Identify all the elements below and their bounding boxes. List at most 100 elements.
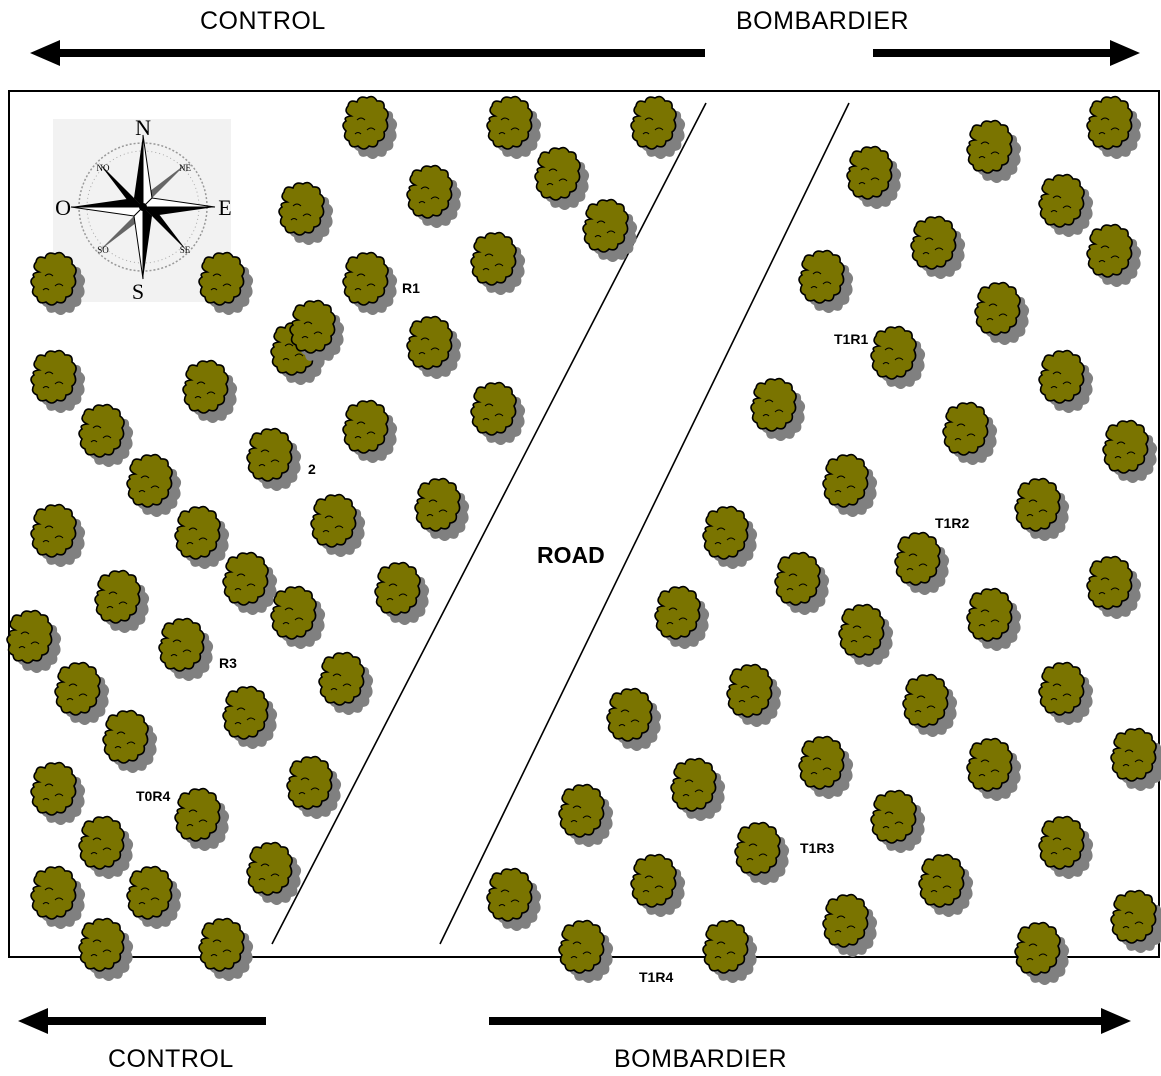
olive-tree-icon bbox=[270, 321, 326, 385]
olive-tree-icon bbox=[798, 735, 854, 799]
olive-tree-icon bbox=[342, 95, 398, 159]
olive-tree-icon bbox=[966, 119, 1022, 183]
road-edge-right bbox=[439, 102, 850, 945]
olive-tree-icon bbox=[1014, 477, 1070, 541]
olive-tree-icon bbox=[822, 453, 878, 517]
plot-label-t1r2: T1R2 bbox=[935, 515, 970, 531]
olive-tree-icon bbox=[670, 757, 726, 821]
olive-tree-icon bbox=[30, 251, 86, 315]
olive-tree-icon bbox=[1110, 727, 1161, 791]
compass-west: O bbox=[55, 195, 71, 220]
olive-tree-icon bbox=[486, 867, 542, 931]
compass-north: N bbox=[135, 115, 151, 140]
compass-rose-icon: N S E O NO NE SO SE bbox=[53, 115, 232, 304]
olive-tree-icon bbox=[414, 477, 470, 541]
olive-tree-icon bbox=[174, 505, 230, 569]
bottom-control-label: CONTROL bbox=[108, 1045, 234, 1073]
bottom-bombardier-label: BOMBARDIER bbox=[614, 1045, 788, 1073]
olive-tree-icon bbox=[198, 917, 254, 981]
plot-label-r1: R1 bbox=[402, 280, 420, 296]
olive-tree-icon bbox=[174, 787, 230, 851]
olive-tree-icon bbox=[94, 569, 150, 633]
olive-tree-icon bbox=[606, 687, 662, 751]
olive-tree-icon bbox=[1086, 95, 1142, 159]
olive-tree-icon bbox=[198, 251, 254, 315]
olive-tree-icon bbox=[470, 231, 526, 295]
top-control-label: CONTROL bbox=[200, 7, 326, 35]
olive-tree-icon bbox=[558, 783, 614, 847]
olive-tree-icon bbox=[702, 919, 758, 983]
olive-tree-icon bbox=[798, 249, 854, 313]
olive-tree-icon bbox=[246, 841, 302, 905]
olive-tree-icon bbox=[1038, 173, 1094, 237]
olive-tree-icon bbox=[734, 821, 790, 885]
olive-tree-icon bbox=[630, 95, 686, 159]
plot-label-t1r3: T1R3 bbox=[800, 840, 835, 856]
olive-tree-icon bbox=[654, 585, 710, 649]
compass-northeast: NE bbox=[179, 163, 191, 173]
olive-tree-icon bbox=[342, 399, 398, 463]
compass-south: S bbox=[132, 279, 144, 304]
olive-tree-icon bbox=[558, 919, 614, 983]
plot-label-r3: R3 bbox=[219, 655, 237, 671]
plot-label-t0r4: T0R4 bbox=[136, 788, 171, 804]
road-label: ROAD bbox=[537, 542, 605, 568]
olive-tree-icon bbox=[966, 737, 1022, 801]
olive-tree-icon bbox=[6, 609, 62, 673]
arrow-bottom-left bbox=[18, 1008, 266, 1034]
olive-tree-icon bbox=[222, 551, 278, 615]
olive-tree-icon bbox=[102, 709, 158, 773]
olive-tree-icon bbox=[870, 789, 926, 853]
olive-tree-icon bbox=[942, 401, 998, 465]
olive-tree-icon bbox=[1110, 889, 1161, 953]
olive-tree-icon bbox=[286, 755, 342, 819]
olive-tree-icon bbox=[702, 505, 758, 569]
olive-tree-icon bbox=[774, 551, 830, 615]
olive-tree-icon bbox=[126, 865, 182, 929]
olive-tree-icon bbox=[750, 377, 806, 441]
olive-tree-icon bbox=[54, 661, 110, 725]
compass-east: E bbox=[218, 195, 231, 220]
olive-tree-icon bbox=[870, 325, 926, 389]
olive-tree-icon bbox=[374, 561, 430, 625]
plot-label-r2: 2 bbox=[308, 461, 316, 477]
olive-tree-icon bbox=[222, 685, 278, 749]
olive-tree-icon bbox=[918, 853, 974, 917]
olive-tree-icon bbox=[78, 917, 134, 981]
olive-tree-icon bbox=[470, 381, 526, 445]
olive-tree-icon bbox=[318, 651, 374, 715]
olive-tree-icon bbox=[902, 673, 958, 737]
top-bombardier-label: BOMBARDIER bbox=[736, 7, 910, 35]
compass-southeast: SE bbox=[180, 245, 191, 255]
olive-tree-icon bbox=[182, 359, 238, 423]
olive-tree-icon bbox=[582, 198, 638, 262]
olive-tree-icon bbox=[1102, 419, 1158, 483]
olive-tree-icon bbox=[270, 585, 326, 649]
olive-tree-icon bbox=[78, 403, 134, 467]
olive-tree-icon bbox=[910, 215, 966, 279]
olive-tree-icon bbox=[1086, 555, 1142, 619]
arrow-top-right bbox=[873, 40, 1140, 66]
arrow-top-left bbox=[30, 40, 705, 66]
olive-tree-icon bbox=[158, 617, 214, 681]
olive-tree-icon bbox=[846, 145, 902, 209]
olive-tree-icon bbox=[289, 299, 345, 363]
plot-label-t1r4: T1R4 bbox=[639, 969, 674, 985]
olive-tree-icon bbox=[630, 853, 686, 917]
olive-tree-icon bbox=[1038, 815, 1094, 879]
plot-label-t1r1: T1R1 bbox=[834, 331, 869, 347]
olive-tree-icon bbox=[78, 815, 134, 879]
olive-tree-icon bbox=[486, 95, 542, 159]
compass-southwest: SO bbox=[97, 245, 109, 255]
olive-tree-icon bbox=[30, 349, 86, 413]
olive-tree-icon bbox=[30, 503, 86, 567]
olive-tree-icon bbox=[342, 251, 398, 315]
arrow-bottom-right bbox=[489, 1008, 1131, 1034]
olive-tree-icon bbox=[534, 146, 590, 210]
olive-tree-icon bbox=[1086, 223, 1142, 287]
olive-tree-icon bbox=[974, 281, 1030, 345]
olive-tree-icon bbox=[1038, 349, 1094, 413]
olive-tree-icon bbox=[278, 181, 334, 245]
olive-tree-icon bbox=[966, 587, 1022, 651]
